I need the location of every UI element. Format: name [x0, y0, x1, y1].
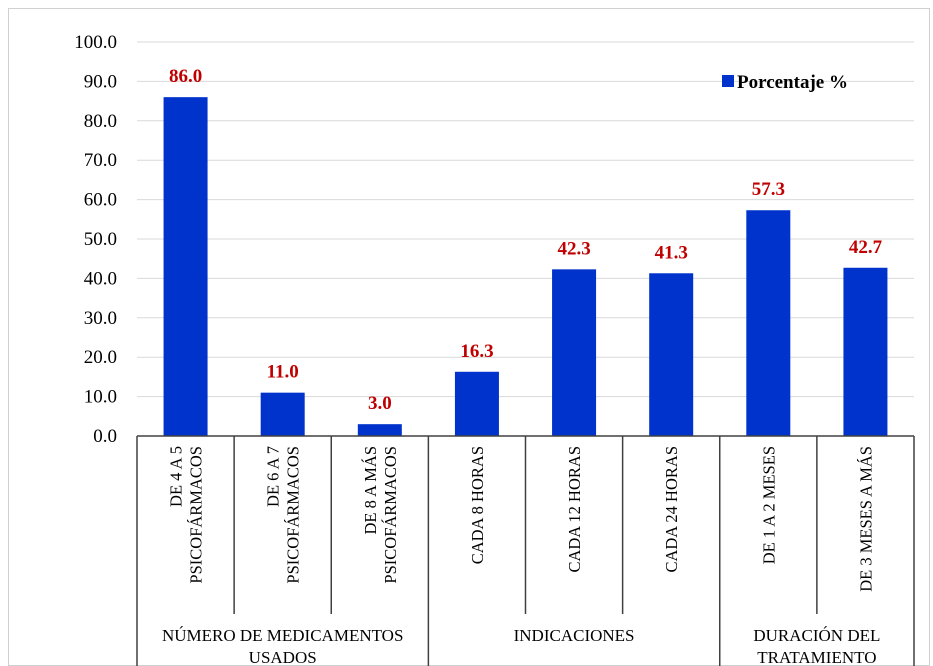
data-label: 42.3 [557, 238, 590, 259]
data-label: 86.0 [169, 66, 202, 87]
group-label: NÚMERO DE MEDICAMENTOS [162, 626, 403, 645]
data-label: 11.0 [267, 362, 299, 383]
group-label: TRATAMIENTO [757, 648, 876, 666]
data-label: 57.3 [752, 179, 785, 200]
data-label: 16.3 [460, 341, 493, 362]
y-tick-label: 60.0 [84, 190, 117, 211]
bar [454, 371, 499, 436]
y-tick-label: 20.0 [84, 347, 117, 368]
y-tick-label: 10.0 [84, 387, 117, 408]
category-label: DE 8 A MÁS [361, 446, 380, 534]
bar [260, 392, 305, 436]
y-axis-ticks: 0.0 10.0 20.0 30.0 40.0 50.0 60.0 70.0 80.0 90.0 1… [74, 32, 117, 447]
bars [163, 97, 888, 436]
y-tick-label: 0.0 [93, 426, 117, 447]
bar [843, 267, 888, 436]
group-label: DURACIÓN DEL [753, 626, 880, 645]
data-label: 41.3 [655, 242, 688, 263]
category-label: DE 3 MESES A MÁS [856, 446, 875, 592]
category-label: CADA 24 HORAS [662, 446, 681, 573]
category-label: PSICOFÁRMACOS [187, 446, 206, 584]
y-tick-label: 80.0 [84, 111, 117, 132]
category-label: DE 4 A 5 [167, 446, 186, 507]
category-label: PSICOFÁRMACOS [284, 446, 303, 584]
category-label: CADA 8 HORAS [468, 446, 487, 564]
legend-label: Porcentaje % [737, 72, 848, 93]
category-label: CADA 12 HORAS [565, 446, 584, 573]
group-label: USADOS [249, 648, 317, 666]
category-label: DE 1 A 2 MESES [759, 446, 778, 564]
bar [163, 97, 208, 436]
data-label: 42.7 [849, 237, 883, 258]
gridlines [137, 41, 914, 398]
category-label: PSICOFÁRMACOS [381, 446, 400, 584]
data-label: 3.0 [368, 393, 392, 414]
y-tick-label: 100.0 [74, 32, 117, 53]
y-tick-label: 90.0 [84, 71, 117, 92]
category-label: DE 6 A 7 [264, 446, 283, 507]
legend: Porcentaje % [722, 72, 848, 93]
legend-swatch [722, 75, 734, 87]
y-tick-label: 30.0 [84, 308, 117, 329]
bar [649, 273, 694, 436]
data-labels: 86.0 11.0 3.0 16.3 42.3 41.3 57.3 42.7 [169, 66, 883, 414]
category-axis: DE 4 A 5 PSICOFÁRMACOS DE 6 A 7 PSICOFÁRMAC… [136, 435, 915, 666]
group-label: INDICACIONES [514, 626, 635, 645]
y-tick-label: 40.0 [84, 268, 117, 289]
bar [552, 269, 597, 436]
y-tick-label: 70.0 [84, 150, 117, 171]
bar [746, 210, 791, 436]
y-tick-label: 50.0 [84, 229, 117, 250]
bar [357, 424, 402, 436]
